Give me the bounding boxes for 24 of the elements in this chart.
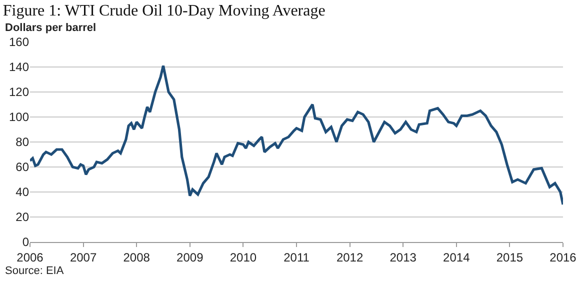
x-tick-label: 2008: [123, 250, 150, 264]
y-tick-label: 80: [16, 135, 30, 150]
x-tick-label: 2009: [176, 250, 204, 264]
x-tick-label: 2007: [70, 250, 97, 264]
x-tick-label: 2015: [496, 250, 524, 264]
y-tick-label: 120: [8, 85, 30, 100]
x-tick-label: 2014: [443, 250, 470, 264]
y-tick-label: 0: [22, 235, 30, 250]
line-series: [30, 64, 563, 206]
chart-title: Figure 1: WTI Crude Oil 10-Day Moving Average: [2, 2, 326, 20]
x-tick-label: 2012: [336, 250, 364, 264]
y-axis-title: Dollars per barrel: [5, 22, 96, 34]
x-tick-label: 2011: [284, 250, 310, 264]
source-note: Source: EIA: [5, 265, 64, 277]
y-tick-label: 160: [8, 35, 30, 50]
y-tick-label: 40: [16, 185, 30, 200]
x-tick-label: 2006: [16, 250, 44, 264]
y-tick-label: 20: [16, 210, 30, 224]
x-tick-label: 2010: [230, 250, 257, 264]
y-tick-label: 60: [16, 160, 30, 174]
x-tick-label: 2016: [550, 250, 577, 264]
y-tick-label: 100: [8, 110, 30, 124]
y-tick-label: 140: [8, 60, 30, 74]
x-tick-label: 2013: [390, 250, 417, 264]
